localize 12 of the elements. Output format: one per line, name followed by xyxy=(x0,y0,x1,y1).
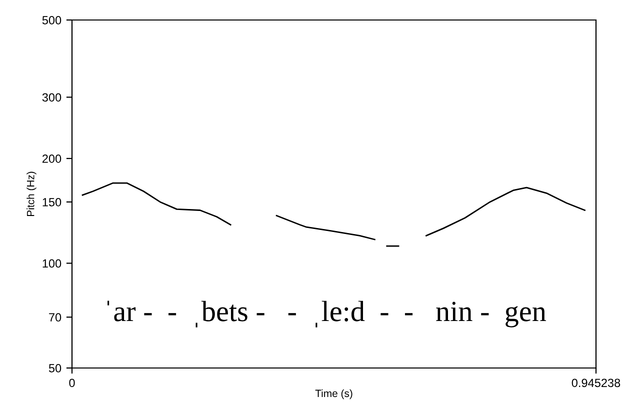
x-axis-title: Time (s) xyxy=(315,389,352,400)
y-tick-label: 500 xyxy=(42,16,62,24)
y-tick-label: 200 xyxy=(42,154,62,163)
x-tick-label: 0.945238 xyxy=(572,378,620,388)
y-axis-title: Pitch (Hz) xyxy=(26,172,36,216)
y-tick-label: 300 xyxy=(42,93,62,102)
y-tick-label: 70 xyxy=(49,313,62,322)
y-tick-label: 100 xyxy=(42,259,62,268)
y-tick-label: 50 xyxy=(48,364,62,372)
x-tick-label: 0 xyxy=(69,378,75,388)
annotation: ˈar - - ˌbets - - ˌle:d - - nin - gen xyxy=(108,300,546,328)
y-tick-label: 150 xyxy=(42,198,62,206)
